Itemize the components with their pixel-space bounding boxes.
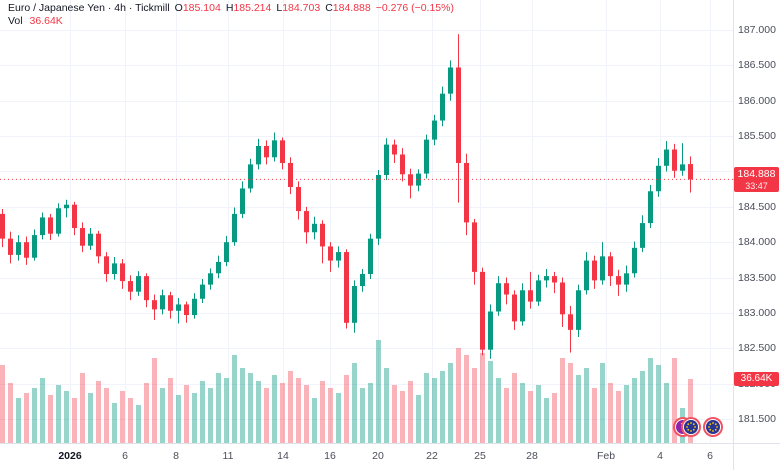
symbol-title[interactable]: Euro / Japanese Yen · 4h · Tickmill — [8, 2, 170, 14]
price-axis-label: 187.000 — [738, 24, 776, 36]
time-axis-label: 2026 — [58, 450, 82, 462]
price-axis-label: 186.500 — [738, 59, 776, 72]
volume-histogram — [0, 340, 693, 443]
price-change: −0.276 (−0.15%) — [375, 2, 454, 14]
time-axis-divider — [0, 443, 780, 444]
time-axis-label: 4 — [657, 450, 663, 462]
volume-axis-badge: 36.64K — [734, 372, 779, 386]
bar-countdown: 33:47 — [745, 181, 768, 192]
ohlc-value: 184.703 — [282, 2, 321, 14]
price-axis-label: 185.500 — [738, 130, 776, 143]
time-axis-label: 25 — [474, 450, 486, 462]
symbol-logos: ¥ — [668, 412, 732, 440]
ohlc-key: O — [174, 2, 183, 14]
ohlc-key: L — [276, 2, 283, 14]
time-axis-label: 14 — [277, 450, 289, 462]
last-price-value: 184.888 — [737, 168, 776, 181]
time-axis-label: 6 — [122, 450, 128, 462]
time-axis-label: 11 — [222, 450, 234, 462]
time-axis-label: 28 — [526, 450, 538, 462]
time-axis-label: 8 — [173, 450, 179, 462]
time-axis-label: Feb — [596, 450, 616, 462]
ohlc-value: 185.214 — [233, 2, 272, 14]
symbol-legend: Euro / Japanese Yen · 4h · Tickmill O185.… — [8, 2, 454, 28]
time-axis[interactable]: 2026 6 8 11 14 16 20 22 25 28 Feb 4 6 — [0, 444, 780, 470]
eur-flag-icon — [706, 420, 720, 434]
price-axis-label: 183.500 — [738, 271, 776, 284]
volume-label: Vol — [8, 15, 23, 27]
price-axis-label: 183.000 — [738, 306, 776, 319]
ohlc-key: C — [325, 2, 333, 14]
ohlc-value: 184.888 — [332, 2, 371, 14]
price-axis-label: 184.500 — [738, 200, 776, 213]
eur-flag-icon — [684, 420, 698, 434]
ohlc-values: O185.104 H185.214 L184.703 C184.888 — [170, 2, 371, 14]
price-axis-label: 186.000 — [738, 94, 776, 107]
ohlc-key: H — [225, 2, 234, 14]
time-axis-label: 16 — [324, 450, 336, 462]
time-axis-label: 22 — [426, 450, 438, 462]
time-axis-label: 6 — [707, 450, 713, 462]
volume-value: 36.64K — [29, 15, 63, 27]
ohlc-value: 185.104 — [182, 2, 221, 14]
price-axis-label: 182.500 — [738, 342, 776, 355]
last-price-badge: 184.888 33:47 — [734, 167, 779, 193]
time-axis-label: 20 — [372, 450, 384, 462]
price-axis-label: 181.500 — [738, 413, 776, 425]
price-axis-divider — [733, 0, 734, 470]
price-axis-label: 184.000 — [738, 236, 776, 249]
candles — [0, 34, 693, 359]
